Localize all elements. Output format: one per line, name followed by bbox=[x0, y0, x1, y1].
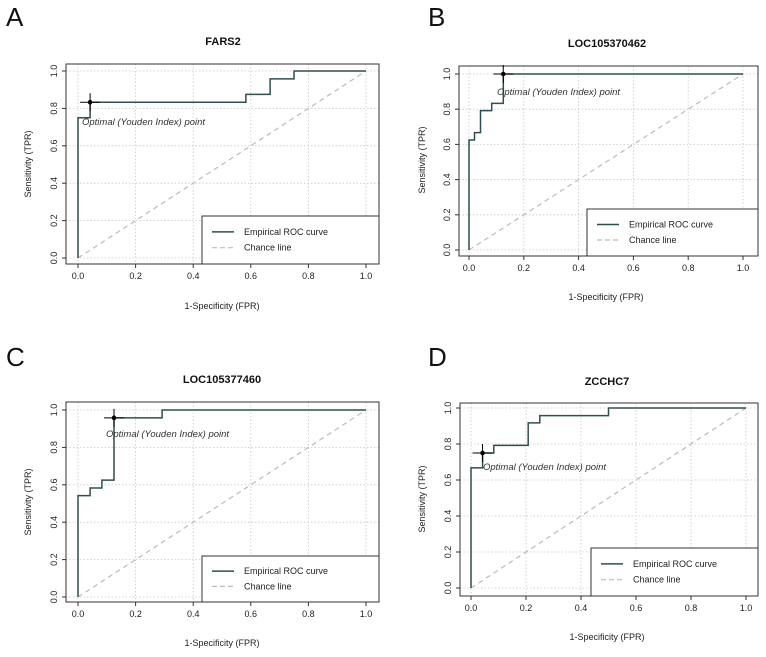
x-tick-label: 0.8 bbox=[685, 603, 698, 613]
x-tick-label: 0.4 bbox=[575, 603, 588, 613]
optimal-point-label: Optimal (Youden Index) point bbox=[82, 117, 205, 128]
x-tick-label: 0.2 bbox=[129, 271, 142, 281]
x-tick-label: 0.8 bbox=[302, 609, 315, 619]
y-tick-label: 0.6 bbox=[443, 474, 453, 487]
x-tick-label: 0.0 bbox=[465, 603, 478, 613]
x-tick-label: 0.0 bbox=[72, 609, 85, 619]
x-tick-label: 0.2 bbox=[520, 603, 533, 613]
x-tick-label: 0.4 bbox=[187, 271, 200, 281]
x-axis-title: 1-Specificity (FPR) bbox=[184, 301, 260, 311]
x-tick-label: 0.8 bbox=[302, 271, 315, 281]
legend-box bbox=[590, 547, 759, 597]
chance-line bbox=[77, 70, 367, 259]
y-tick-label: 0.0 bbox=[49, 252, 59, 265]
y-tick-label: 0.6 bbox=[49, 140, 59, 153]
optimal-point-label: Optimal (Youden Index) point bbox=[483, 462, 606, 473]
y-tick-label: 0.2 bbox=[49, 553, 59, 566]
roc-curve-line bbox=[77, 409, 366, 597]
y-tick-label: 0.8 bbox=[443, 438, 453, 451]
x-axis-title: 1-Specificity (FPR) bbox=[568, 292, 644, 302]
x-tick-label: 0.6 bbox=[630, 603, 643, 613]
x-tick-label: 0.4 bbox=[187, 609, 200, 619]
x-tick-label: 0.2 bbox=[129, 609, 142, 619]
x-tick-label: 0.8 bbox=[682, 263, 695, 273]
legend-label-roc: Empirical ROC curve bbox=[629, 220, 713, 230]
plot-title: FARS2 bbox=[205, 36, 241, 48]
legend-label-chance: Chance line bbox=[244, 243, 292, 253]
chance-line bbox=[77, 409, 367, 598]
optimal-point-marker bbox=[480, 450, 485, 456]
x-tick-label: 1.0 bbox=[740, 603, 753, 613]
legend-label-roc: Empirical ROC curve bbox=[244, 227, 328, 237]
legend-box bbox=[201, 555, 380, 603]
roc-curve-line bbox=[77, 70, 366, 258]
x-tick-label: 0.4 bbox=[572, 263, 585, 273]
x-axis-title: 1-Specificity (FPR) bbox=[184, 638, 260, 648]
plot-title: ZCCHC7 bbox=[584, 376, 630, 388]
legend-label-roc: Empirical ROC curve bbox=[633, 559, 717, 569]
y-tick-label: 0.8 bbox=[49, 102, 59, 115]
legend-label-chance: Chance line bbox=[244, 581, 292, 591]
x-tick-label: 0.0 bbox=[72, 271, 85, 281]
roc-curve-line bbox=[470, 407, 746, 588]
chance-line bbox=[470, 407, 747, 589]
y-tick-label: 0.2 bbox=[49, 214, 59, 227]
legend-box bbox=[586, 208, 759, 257]
y-tick-label: 1.0 bbox=[443, 402, 453, 415]
optimal-point-label: Optimal (Youden Index) point bbox=[106, 429, 229, 440]
y-tick-label: 0.2 bbox=[443, 546, 453, 559]
y-tick-label: 0.0 bbox=[443, 582, 453, 595]
legend-label-chance: Chance line bbox=[629, 235, 677, 245]
x-tick-label: 0.2 bbox=[518, 263, 531, 273]
plot-title: LOC105377460 bbox=[182, 374, 262, 386]
roc-curve-line bbox=[468, 73, 743, 250]
x-tick-label: 0.6 bbox=[245, 609, 258, 619]
panel-letter: B bbox=[428, 2, 446, 32]
legend-label-roc: Empirical ROC curve bbox=[244, 566, 328, 576]
y-tick-label: 1.0 bbox=[442, 68, 452, 81]
y-tick-label: 0.0 bbox=[49, 591, 59, 604]
x-tick-label: 0.6 bbox=[627, 263, 640, 273]
y-tick-label: 0.8 bbox=[49, 441, 59, 454]
legend-label-chance: Chance line bbox=[633, 575, 681, 585]
plot-title: LOC105370462 bbox=[567, 38, 647, 50]
optimal-point-marker bbox=[500, 71, 506, 77]
y-tick-label: 0.8 bbox=[442, 103, 452, 116]
y-tick-label: 0.2 bbox=[442, 209, 452, 222]
optimal-point-marker bbox=[87, 99, 93, 105]
y-tick-label: 0.4 bbox=[49, 516, 59, 529]
y-tick-label: 1.0 bbox=[49, 65, 59, 78]
x-tick-label: 1.0 bbox=[360, 609, 373, 619]
y-tick-label: 1.0 bbox=[49, 404, 59, 417]
y-tick-label: 0.4 bbox=[442, 173, 452, 186]
x-tick-label: 0.6 bbox=[245, 271, 258, 281]
chance-line bbox=[468, 73, 744, 251]
y-tick-label: 0.4 bbox=[443, 510, 453, 523]
panel-letter: D bbox=[428, 342, 447, 372]
y-tick-label: 0.0 bbox=[442, 244, 452, 257]
panel-letter: C bbox=[6, 342, 25, 372]
panel-letter: A bbox=[6, 2, 24, 32]
x-tick-label: 1.0 bbox=[737, 263, 750, 273]
x-tick-label: 0.0 bbox=[463, 263, 476, 273]
x-tick-label: 1.0 bbox=[360, 271, 373, 281]
x-axis-title: 1-Specificity (FPR) bbox=[569, 632, 645, 642]
legend-box bbox=[201, 215, 380, 265]
y-tick-label: 0.4 bbox=[49, 177, 59, 190]
y-tick-label: 0.6 bbox=[442, 138, 452, 151]
optimal-point-marker bbox=[111, 415, 117, 421]
y-tick-label: 0.6 bbox=[49, 479, 59, 492]
optimal-point-label: Optimal (Youden Index) point bbox=[497, 87, 620, 98]
